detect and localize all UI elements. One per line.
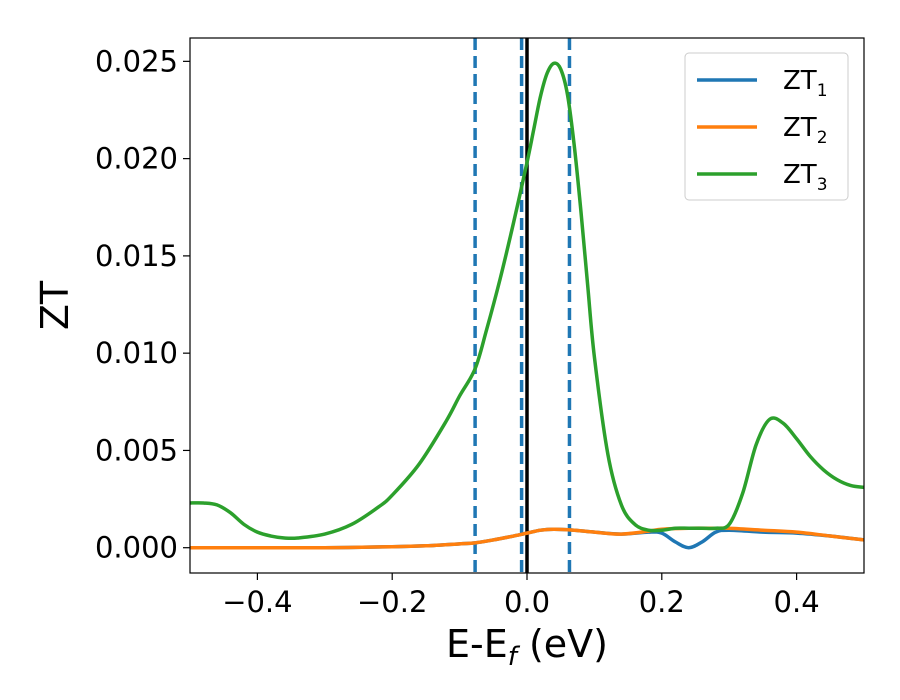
series-line-zt2 [190, 526, 864, 550]
x-tick-label: 0.4 [774, 585, 820, 619]
y-tick-label: 0.010 [95, 336, 178, 370]
axis-labels: E-Ef (eV) ZT [33, 280, 608, 672]
legend-box [684, 52, 849, 201]
reference-lines [473, 38, 572, 573]
y-tick-label: 0.025 [95, 44, 178, 78]
legend-label-zt2: ZT2 [783, 113, 828, 148]
series-line-zt3 [190, 61, 864, 541]
y-tick-label: 0.020 [95, 142, 178, 176]
legend-label-zt3: ZT3 [783, 160, 828, 195]
y-tick-label: 0.005 [95, 433, 178, 467]
x-axis-ticks: −0.4 −0.2 0.0 0.2 0.4 [222, 573, 820, 619]
x-tick-label: −0.4 [222, 585, 292, 619]
x-tick-label: 0.0 [504, 585, 550, 619]
y-axis-ticks: 0.000 0.005 0.010 0.015 0.020 0.025 [95, 44, 190, 565]
legend: ZT1 ZT2 ZT3 [684, 52, 849, 201]
x-tick-label: 0.2 [639, 585, 685, 619]
y-tick-label: 0.000 [95, 531, 178, 565]
legend-label-zt1: ZT1 [783, 66, 828, 101]
y-axis-label: ZT [33, 280, 77, 330]
y-tick-label: 0.015 [95, 239, 178, 273]
x-tick-label: −0.2 [357, 585, 427, 619]
x-axis-label: E-Ef (eV) [446, 622, 608, 672]
series-layer [190, 61, 864, 550]
